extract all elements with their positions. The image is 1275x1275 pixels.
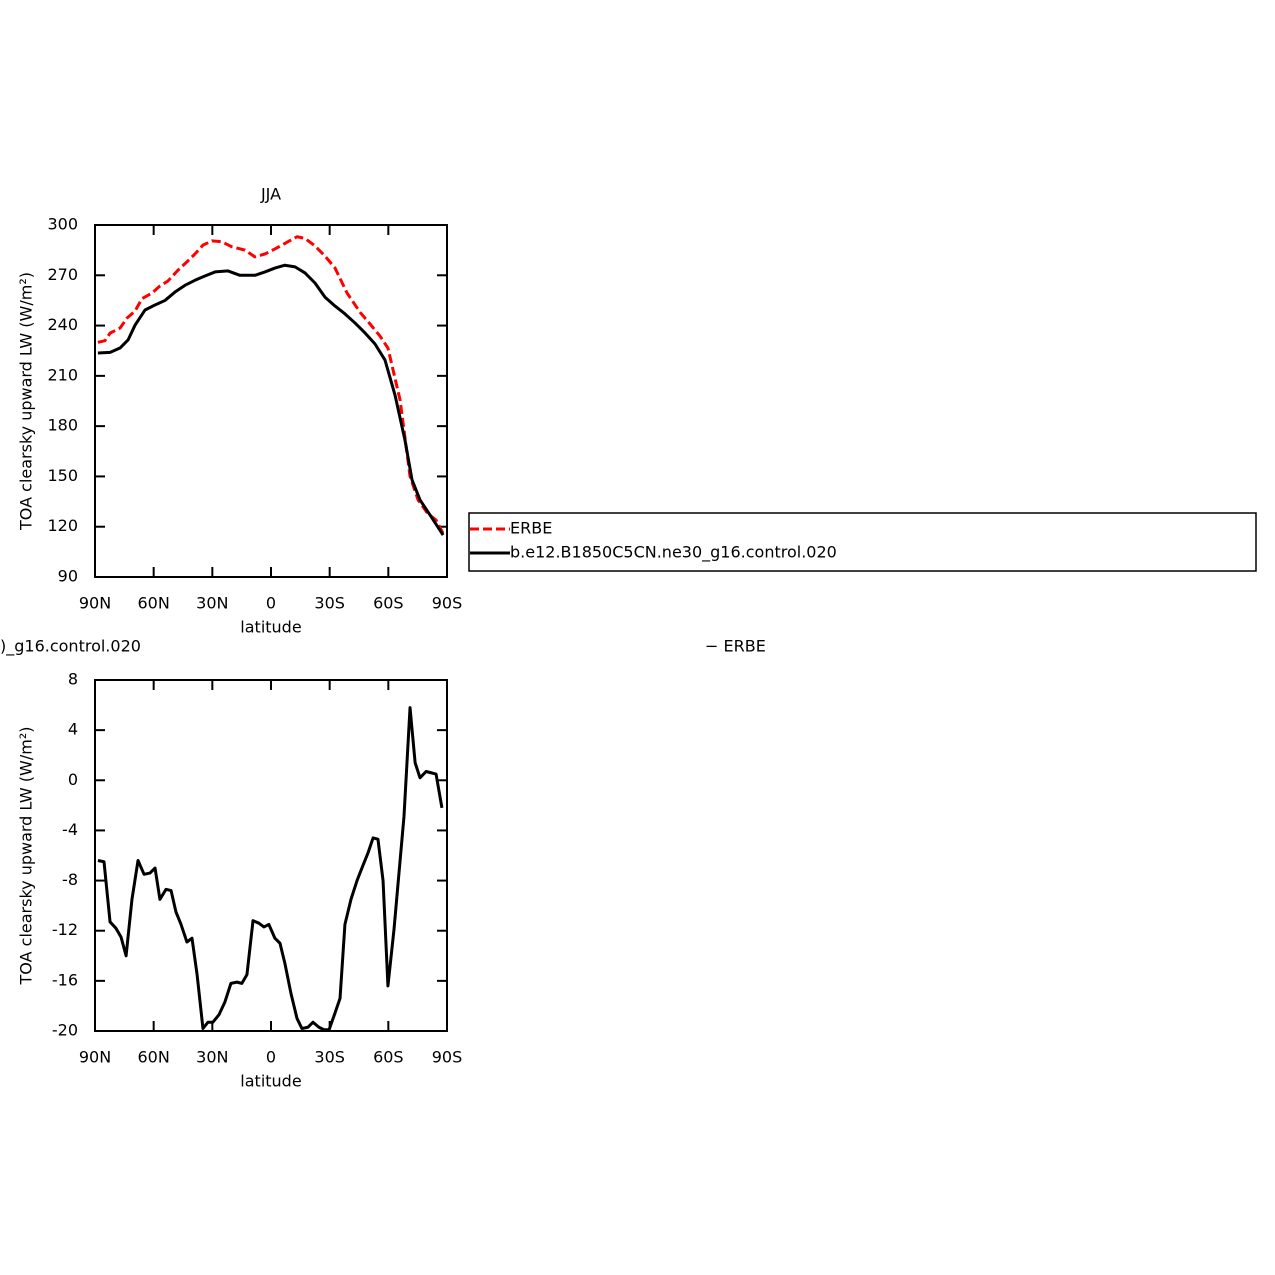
y-tick-label: 120 [47, 516, 78, 535]
x-tick-label: 90S [432, 1048, 463, 1067]
y-tick-label: 240 [47, 315, 78, 334]
y-tick-label: 8 [68, 670, 78, 689]
y-tick-label: 270 [47, 265, 78, 284]
y-tick-label: 0 [68, 770, 78, 789]
y-tick-label: 90 [58, 567, 78, 586]
y-tick-label: 180 [47, 416, 78, 435]
y-axis-label: TOA clearsky upward LW (W/m²) [17, 272, 36, 531]
y-tick-label: -8 [62, 870, 78, 889]
chart-title-fragment: − ERBE [705, 637, 766, 656]
y-tick-label: 300 [47, 215, 78, 234]
plot-frame [94, 224, 448, 578]
x-tick-label: 0 [266, 594, 276, 613]
series-line [97, 263, 445, 536]
x-tick-label: 0 [266, 1048, 276, 1067]
chart-title-fragment: )_g16.control.020 [0, 637, 141, 657]
x-tick-label: 90N [79, 594, 111, 613]
y-tick-label: -16 [52, 970, 78, 989]
y-tick-label: -4 [62, 820, 78, 839]
chart-title: JJA [260, 185, 281, 204]
x-tick-label: 90N [79, 1048, 111, 1067]
x-tick-label: 60S [373, 594, 404, 613]
y-tick-label: -12 [52, 920, 78, 939]
x-tick-label: 90S [432, 594, 463, 613]
x-tick-label: 30N [196, 1048, 228, 1067]
series-line [97, 706, 444, 1032]
x-tick-label: 30N [196, 594, 228, 613]
x-tick-label: 30S [314, 1048, 345, 1067]
x-axis-label: latitude [240, 1072, 301, 1091]
x-axis-label: latitude [240, 618, 301, 637]
y-tick-label: -20 [52, 1021, 78, 1040]
y-tick-label: 4 [68, 720, 78, 739]
y-tick-label: 210 [47, 365, 78, 384]
legend-label: ERBE [510, 519, 552, 538]
y-axis-label: TOA clearsky upward LW (W/m²) [17, 727, 36, 986]
legend-box [468, 512, 1257, 572]
x-tick-label: 60N [138, 594, 170, 613]
x-tick-label: 60N [138, 1048, 170, 1067]
series-line [97, 235, 445, 535]
x-tick-label: 60S [373, 1048, 404, 1067]
legend-label: b.e12.B1850C5CN.ne30_g16.control.020 [510, 543, 837, 563]
plot-frame [94, 679, 448, 1032]
y-tick-label: 150 [47, 466, 78, 485]
x-tick-label: 30S [314, 594, 345, 613]
